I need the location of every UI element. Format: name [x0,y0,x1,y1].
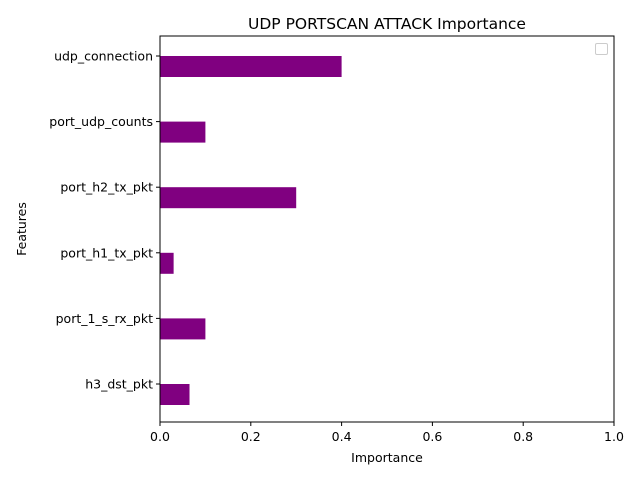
y-tick-label-udp_connection: udp_connection [54,49,153,64]
y-axis-label: Features [14,202,29,256]
legend-box [595,43,608,55]
bar-port_udp_counts [160,121,206,143]
bar-port_1_s_rx_pkt [160,318,206,340]
bar-port_h2_tx_pkt [160,187,297,209]
bar-port_h1_tx_pkt [160,252,174,274]
x-tick-label-0: 0.0 [150,429,170,444]
chart-title: UDP PORTSCAN ATTACK Importance [248,15,526,33]
y-tick-label-port_h1_tx_pkt: port_h1_tx_pkt [60,245,153,260]
ticks-group: h3_dst_pkt port_1_s_rx_pkt port_h1_tx_pkt p… [49,49,624,445]
bars-group [160,56,342,405]
x-tick-label-2: 0.4 [332,429,352,444]
y-tick-label-port_1_s_rx_pkt: port_1_s_rx_pkt [56,311,153,326]
y-tick-label-port_h2_tx_pkt: port_h2_tx_pkt [60,180,153,195]
x-tick-label-3: 0.6 [422,429,442,444]
bar-h3_dst_pkt [160,384,190,405]
x-tick-label-4: 0.8 [513,429,533,444]
bar-udp_connection [160,56,342,77]
x-axis-label: Importance [351,450,423,465]
x-tick-label-5: 1.0 [604,429,624,444]
plot-frame [159,35,615,423]
y-tick-label-port_udp_counts: port_udp_counts [49,114,153,129]
y-tick-label-h3_dst_pkt: h3_dst_pkt [85,377,153,392]
x-tick-label-1: 0.2 [241,429,261,444]
